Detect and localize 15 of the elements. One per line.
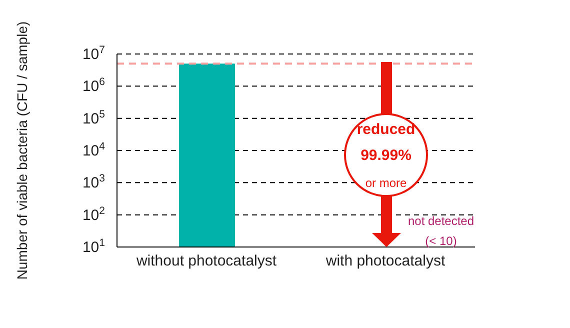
y-tick-label: 10$^{6}$	[82, 76, 106, 96]
y-tick-label: 10$^{3}$	[82, 172, 106, 192]
y-tick-label: 10$^{5}$	[82, 108, 106, 128]
annotation: or more	[364, 175, 408, 192]
annotation: (< 10)	[424, 234, 458, 249]
x-tick-label: without photocatalyst	[135, 252, 278, 270]
annotation: 99.99%	[360, 147, 412, 165]
y-tick-label: 10$^{1}$	[82, 237, 106, 256]
y-axis-title: Number of viable bacteria (CFU / sample)	[14, 21, 30, 280]
y-tick-label: 10$^{2}$	[82, 204, 106, 224]
x-tick-label: with photocatalyst	[324, 252, 446, 270]
annotation: not detected	[406, 214, 476, 229]
y-tick-label: 10$^{7}$	[82, 44, 106, 63]
annotation: reduced	[356, 121, 416, 139]
y-tick-label: 10$^{4}$	[82, 140, 106, 160]
